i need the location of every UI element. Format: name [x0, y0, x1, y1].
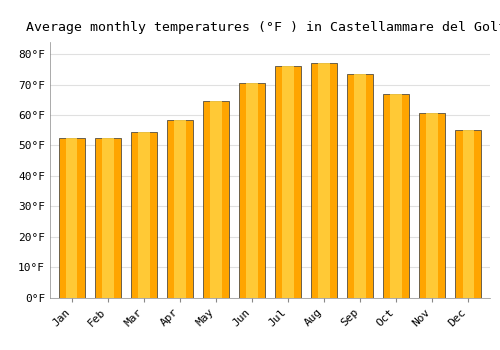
Bar [58, 138, 84, 298]
Bar [174, 120, 186, 298]
Bar [390, 94, 402, 298]
Bar [456, 130, 481, 298]
Bar [383, 94, 409, 298]
Bar [138, 132, 149, 298]
Bar [420, 113, 446, 298]
Bar [318, 63, 330, 298]
Bar [347, 74, 373, 298]
Bar [167, 120, 193, 298]
Bar [246, 83, 258, 298]
Bar [354, 74, 366, 298]
Bar [66, 138, 78, 298]
Bar [275, 66, 301, 298]
Bar [94, 138, 120, 298]
Bar [210, 101, 222, 297]
Bar [282, 66, 294, 298]
Bar [311, 63, 337, 298]
Bar [239, 83, 265, 298]
Bar [462, 130, 474, 298]
Bar [426, 113, 438, 298]
Bar [102, 138, 114, 298]
Title: Average monthly temperatures (°F ) in Castellammare del Golfo: Average monthly temperatures (°F ) in Ca… [26, 21, 500, 34]
Bar [131, 132, 157, 298]
Bar [203, 101, 229, 297]
